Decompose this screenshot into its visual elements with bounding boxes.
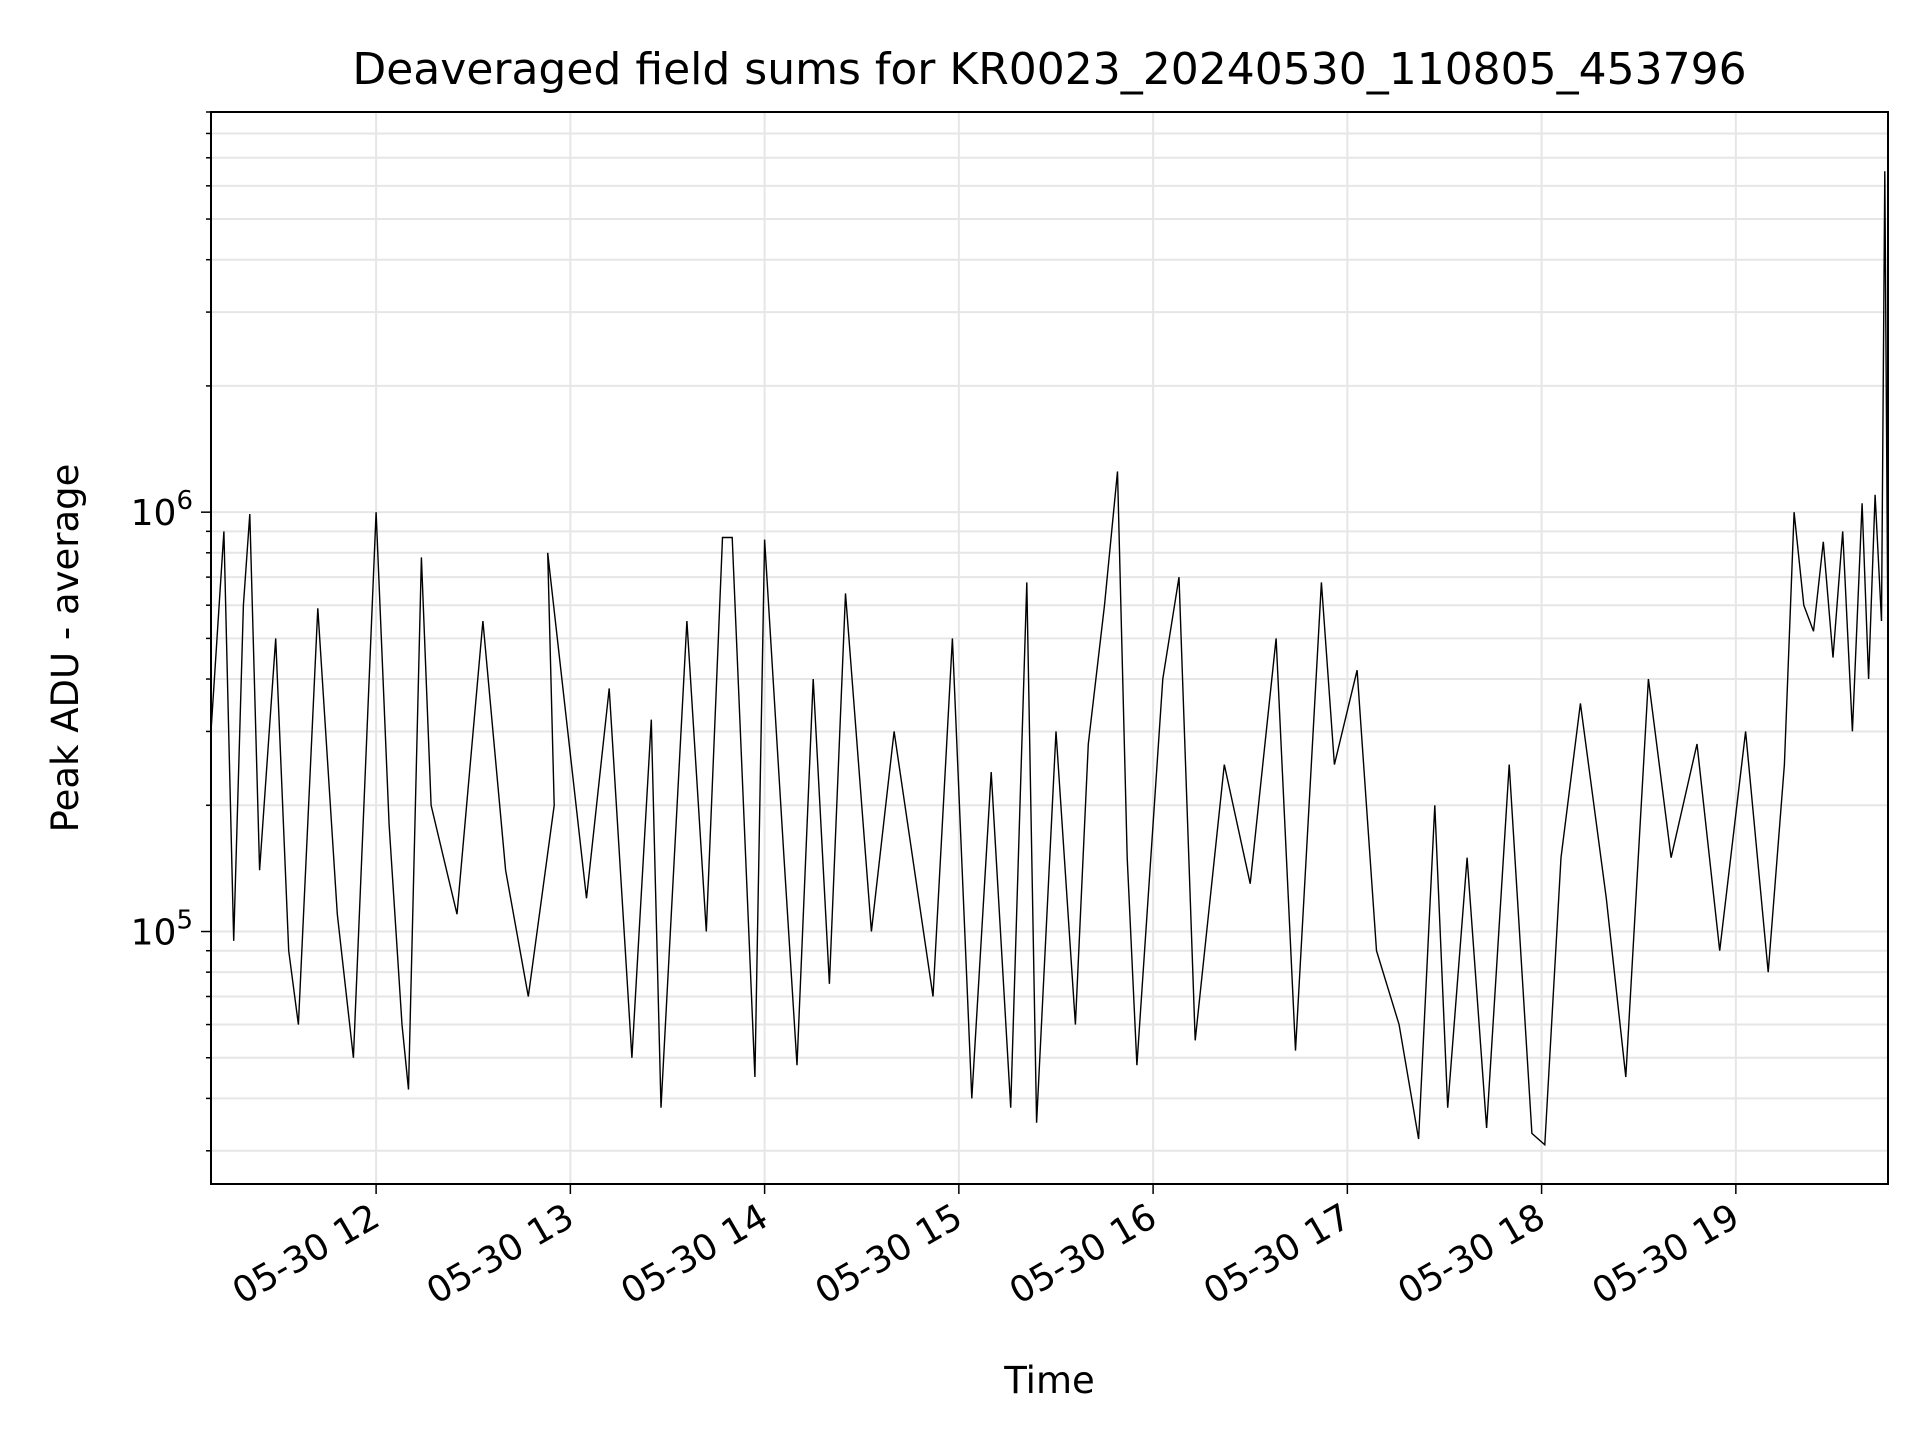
y-axis-label: Peak ADU - average: [44, 464, 87, 833]
y-tick-label: 106: [131, 486, 193, 534]
series-layer: [210, 171, 1889, 1147]
grid: [211, 111, 1888, 1184]
chart-title: Deaveraged field sums for KR0023_2024053…: [352, 44, 1746, 95]
x-axis-label: Time: [1003, 1359, 1095, 1402]
series-line: [210, 171, 1889, 1147]
plot-frame: [210, 111, 1889, 1185]
y-tick-label: 105: [131, 906, 193, 954]
